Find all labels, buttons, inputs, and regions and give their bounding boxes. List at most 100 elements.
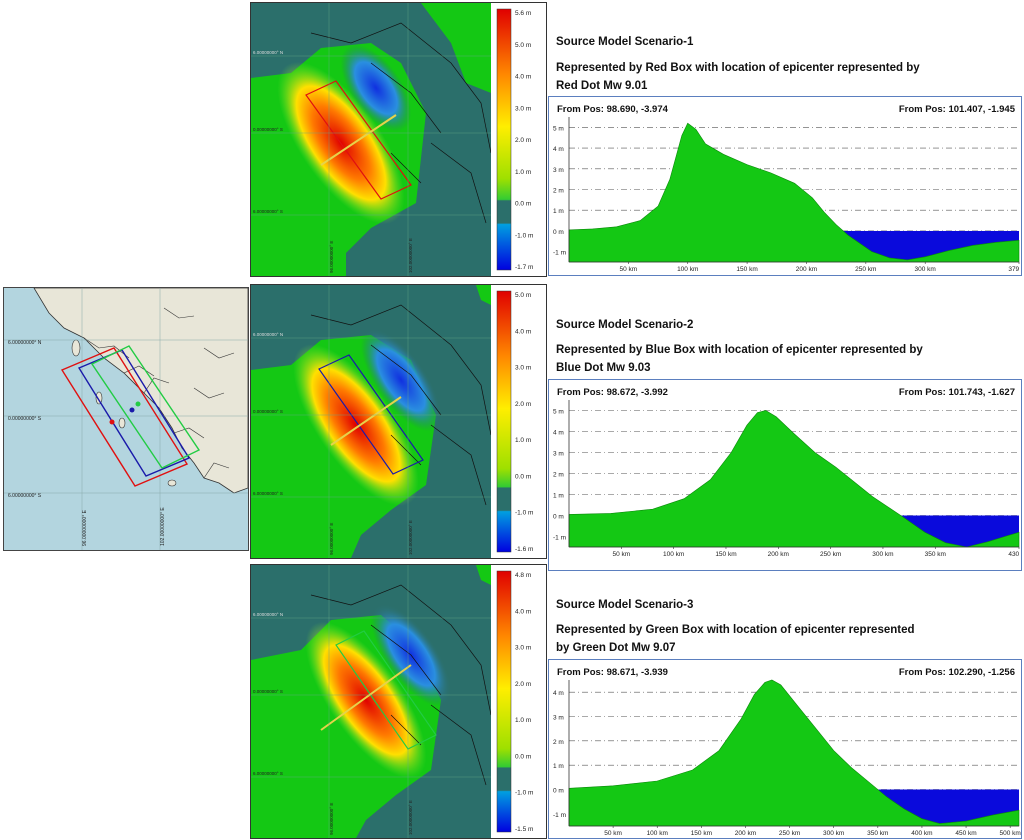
x-tick-label: 300 km [915,266,936,273]
x-tick-label: 100 km [663,551,684,558]
x-tick-label: 150 km [736,266,757,273]
colorbar-label: -1.0 m [515,510,533,517]
lon-label: 102.00000000° E [408,520,413,555]
colorbar-labels: 5.0 m 4.0 m 3.0 m 2.0 m 1.0 m 0.0 m -1.0 m -1.6… [515,292,533,553]
from-pos-right: From Pos: 101.743, -1.627 [898,387,1015,398]
colorbar-label: 4.0 m [515,74,531,81]
colorbar-label: 0.0 m [515,753,531,760]
source-box-green [90,345,201,469]
colorbar-label: 4.0 m [515,608,531,615]
colorbar [496,8,512,271]
y-tick-label: 2 m [553,188,564,195]
x-tick-label: 200 km [768,551,789,558]
tsunami-map-scenario-3: 6.00000000° N 0.00000000° S 6.00000000° … [250,564,547,839]
scenario-2-description: Represented by Blue Box with location of… [556,344,923,374]
from-pos-left: From Pos: 98.690, -3.974 [557,104,668,115]
y-tick-label: 3 m [553,715,564,722]
x-tick-label: 50 km [604,830,622,837]
island [95,391,103,405]
lat-label: 6.00000000° S [253,209,283,214]
colorbar [496,570,512,833]
colorbar-labels: 4.8 m 4.0 m 3.0 m 2.0 m 1.0 m 0.0 m -1.0 m -1.5… [515,572,533,833]
colorbar-label: 2.0 m [515,681,531,688]
y-tick-label: -1 m [553,535,566,542]
colorbar-label: 2.0 m [515,137,531,144]
y-tick-label: -1 m [553,812,566,819]
colorbar-label: 1.0 m [515,437,531,444]
x-tick-label: 350 km [867,830,888,837]
colorbar-label: 4.8 m [515,572,531,579]
x-tick-label: 250 km [779,830,800,837]
y-tick-label: 5 m [553,409,564,416]
x-tick-label: 250 km [855,266,876,273]
source-box-red [305,80,412,200]
x-tick-label: 200 km [735,830,756,837]
colorbar-label: 5.6 m [515,10,531,17]
lat-label: 6.00000000° S [253,771,283,776]
colorbar-label: 5.0 m [515,292,531,299]
x-tick-label: 400 km [911,830,932,837]
epicenter-red [109,419,115,425]
y-tick-label: 4 m [553,690,564,697]
source-box-red [60,347,189,487]
y-tick-label: 1 m [553,208,564,215]
scenario-3-description: Represented by Green Box with location o… [556,624,915,654]
colorbar [496,290,512,553]
colorbar-label: 5.0 m [515,42,531,49]
colorbar-label: 1.0 m [515,717,531,724]
x-tick-label: 100 km [647,830,668,837]
x-tick-label: 379 km [1008,266,1021,273]
x-tick-label: 430 km [1008,551,1021,558]
from-pos-left: From Pos: 98.672, -3.992 [557,387,668,398]
x-tick-label: 300 km [872,551,893,558]
scenario-1-title: Source Model Scenario-1 [556,36,694,48]
y-tick-label: 0 m [553,788,564,795]
y-tick-label: 2 m [553,472,564,479]
y-tick-label: 1 m [553,763,564,770]
island [167,479,177,487]
source-box-green [335,630,437,750]
epicenter-blue [129,407,135,413]
profile-chart-3: 4 m 3 m 2 m 1 m 0 m -1 m 50 km 100 km 150 km 200 … [553,679,1021,837]
colorbar-label: 0.0 m [515,201,531,208]
colorbar-label: 3.0 m [515,645,531,652]
profile-panel-2: From Pos: 98.672, -3.992 From Pos: 101.7… [548,379,1022,571]
colorbar-label: -1.0 m [515,232,533,239]
y-tick-label: 1 m [553,493,564,500]
colorbar-labels: 5.6 m 5.0 m 4.0 m 3.0 m 2.0 m 1.0 m 0.0 m -1.0 … [515,10,533,271]
lat-label: 0.00000000° S [253,409,283,414]
overview-land [33,288,248,494]
lat-label: 6.00000000° N [8,340,42,346]
colorbar-label: -1.5 m [515,826,533,833]
lon-label: 96.00000000° E [329,241,334,273]
y-tick-label: 4 m [553,146,564,153]
colorbar-label: -1.6 m [515,546,533,553]
colorbar-label: 1.0 m [515,169,531,176]
x-tick-label: 500 km [1000,830,1021,837]
y-tick-label: 3 m [553,451,564,458]
profile-panel-1: From Pos: 98.690, -3.974 From Pos: 101.4… [548,96,1022,276]
island [71,339,81,357]
y-tick-label: 0 m [553,514,564,521]
x-tick-label: 450 km [955,830,976,837]
wave-profile-area [568,122,1020,263]
colorbar-label: 3.0 m [515,365,531,372]
profile-chart-1: 5 m 4 m 3 m 2 m 1 m 0 m -1 m 50 km 100 km 150 km 2… [553,117,1021,273]
x-tick-label: 200 km [796,266,817,273]
y-tick-label: 3 m [553,167,564,174]
y-tick-label: 5 m [553,125,564,132]
scenario-3-title: Source Model Scenario-3 [556,599,694,611]
y-tick-label: 0 m [553,229,564,236]
from-pos-right: From Pos: 101.407, -1.945 [898,104,1015,115]
x-tick-label: 150 km [715,551,736,558]
wave-profile-area [568,679,1020,827]
x-tick-label: 300 km [823,830,844,837]
lon-label: 96.00000000° E [329,523,334,555]
lat-label: 0.00000000° S [253,127,283,132]
tsunami-map-scenario-2: 6.00000000° N 0.00000000° S 6.00000000° … [250,284,547,559]
from-pos-right: From Pos: 102.290, -1.256 [898,667,1015,678]
scenario-1-description: Represented by Red Box with location of … [556,62,920,92]
lat-label: 6.00000000° N [253,50,283,55]
x-tick-label: 50 km [620,266,638,273]
colorbar-label: 4.0 m [515,328,531,335]
